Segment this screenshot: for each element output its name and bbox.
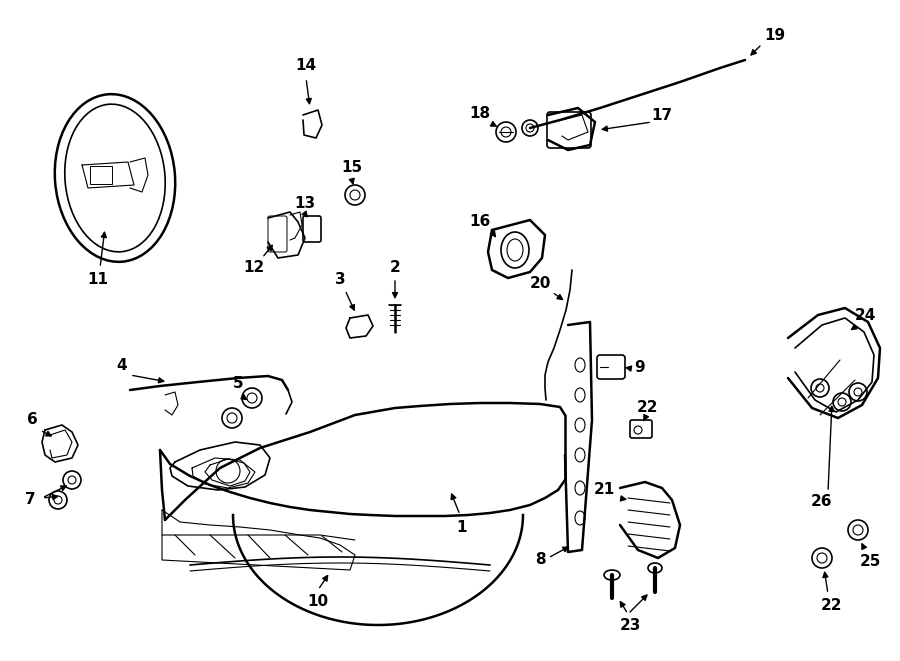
Text: 17: 17 <box>652 108 672 124</box>
Text: 2: 2 <box>390 260 400 276</box>
Text: 22: 22 <box>821 598 842 613</box>
Text: 19: 19 <box>764 28 786 44</box>
Text: 14: 14 <box>295 59 317 73</box>
Text: 26: 26 <box>811 494 832 510</box>
Text: 21: 21 <box>593 483 615 498</box>
Text: 22: 22 <box>637 401 659 416</box>
Text: 11: 11 <box>87 272 109 288</box>
Text: 9: 9 <box>634 360 645 375</box>
Text: 25: 25 <box>860 555 881 570</box>
Text: 16: 16 <box>470 215 490 229</box>
Text: 8: 8 <box>535 553 545 568</box>
Text: 20: 20 <box>529 276 551 292</box>
Text: 1: 1 <box>456 520 467 535</box>
Text: 6: 6 <box>27 412 38 428</box>
Text: 23: 23 <box>619 619 641 633</box>
Text: 12: 12 <box>243 260 265 276</box>
Text: 3: 3 <box>335 272 346 288</box>
Text: 5: 5 <box>233 377 243 391</box>
Text: 10: 10 <box>308 594 328 609</box>
Text: 4: 4 <box>117 358 127 373</box>
Text: 15: 15 <box>341 161 363 176</box>
Text: 7: 7 <box>24 492 35 508</box>
Text: 24: 24 <box>854 309 876 323</box>
Text: 18: 18 <box>470 106 490 122</box>
Text: 13: 13 <box>294 196 316 212</box>
